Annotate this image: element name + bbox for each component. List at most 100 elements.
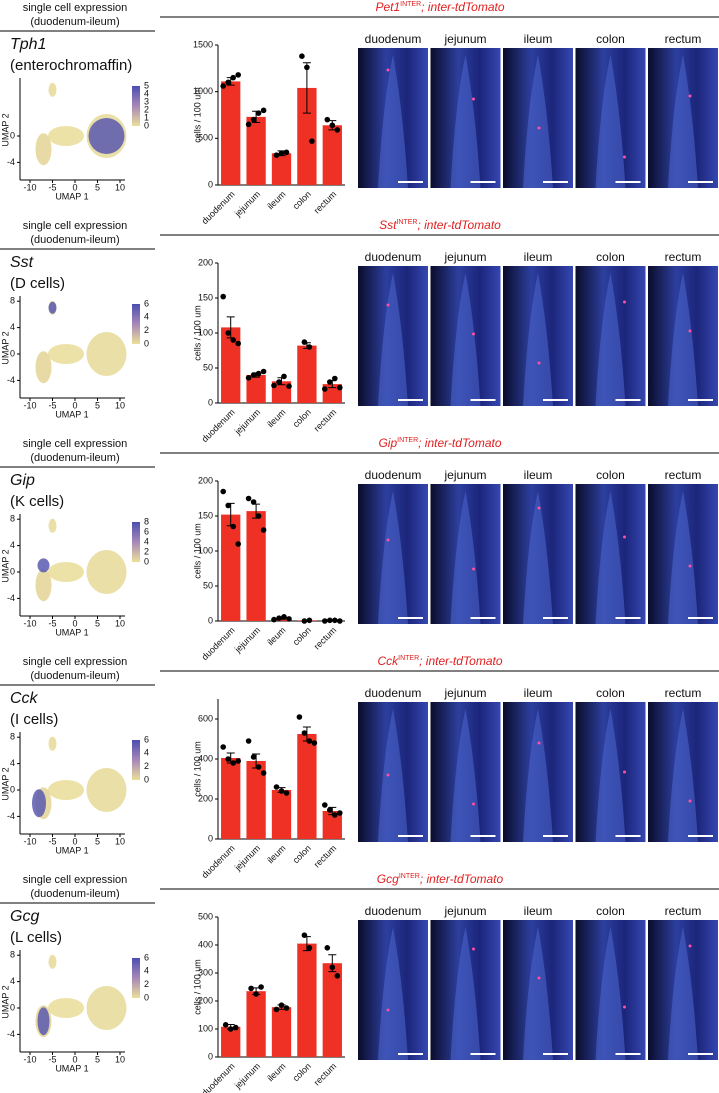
x-tick-label: rectum: [312, 625, 339, 652]
colorbar-tick-label: 4: [144, 748, 149, 758]
data-point: [301, 730, 308, 736]
data-point: [230, 74, 236, 81]
y-tick-label: 100: [198, 327, 213, 337]
umap-header: (duodenum-ileum): [30, 888, 119, 900]
umap-x-tick-label: 5: [95, 618, 100, 628]
x-tick-label: jejunum: [232, 843, 262, 873]
colorbar: [132, 740, 140, 780]
image-label: colon: [596, 32, 625, 46]
colorbar-tick-label: 4: [144, 88, 149, 98]
signal: [688, 799, 692, 803]
y-tick-label: 150: [198, 510, 213, 520]
umap-cluster: [48, 518, 57, 533]
umap-y-tick-label: 0: [10, 130, 15, 140]
colorbar-tick-label: 8: [144, 516, 149, 526]
title-sup: INTER: [396, 219, 417, 226]
umap-x-tick-label: 0: [72, 618, 77, 628]
data-point: [281, 373, 287, 380]
x-tick-label: rectum: [312, 407, 339, 434]
colorbar-tick-label: 6: [144, 298, 149, 308]
umap-x-label: UMAP 1: [55, 845, 88, 855]
umap-cluster: [48, 736, 57, 751]
panel-title: GcgINTER; inter-tdTomato: [377, 872, 504, 886]
data-point: [260, 368, 267, 375]
signal: [688, 944, 692, 948]
colorbar: [132, 304, 140, 344]
data-point: [278, 150, 285, 157]
umap-y-tick-label: -4: [7, 157, 15, 167]
bar-chart: 0 500 1000 1500 cells / 100 um duodenumjejunu…: [192, 39, 345, 226]
data-point: [273, 152, 280, 158]
umap-cluster: [86, 332, 127, 376]
umap-x-label: UMAP 1: [55, 191, 88, 201]
umap-y-tick-label: 4: [10, 540, 15, 550]
data-point: [306, 738, 313, 744]
data-point: [301, 932, 308, 938]
row: single cell expression (duodenum-ileum) Gi…: [0, 436, 719, 637]
y-tick-label: 100: [198, 1023, 213, 1033]
tissue-fold: [668, 55, 698, 188]
data-point: [327, 379, 333, 385]
data-point: [276, 379, 282, 385]
signal: [472, 947, 475, 951]
data-point: [255, 110, 262, 116]
data-point: [283, 1005, 290, 1011]
tissue-fold: [378, 709, 408, 842]
data-point: [273, 1006, 280, 1013]
image-label: rectum: [665, 468, 702, 482]
x-tick-label: jejunum: [232, 189, 262, 219]
data-point: [286, 383, 292, 390]
umap-x-tick-label: 0: [72, 836, 77, 846]
image-label: ileum: [524, 686, 553, 700]
data-point: [248, 985, 254, 992]
y-axis-label: cells / 100 um: [192, 305, 202, 361]
data-point: [329, 964, 336, 971]
title-gene: Gip: [378, 436, 397, 450]
umap-cluster: [48, 954, 57, 969]
umap-header: (duodenum-ileum): [30, 16, 119, 28]
panel-title: CckINTER; inter-tdTomato: [377, 654, 502, 668]
cell-type: (L cells): [10, 929, 62, 946]
y-tick-label: 200: [198, 475, 213, 485]
title-gene: Pet1: [375, 0, 400, 14]
tissue-fold: [595, 927, 626, 1060]
signal: [537, 506, 541, 510]
data-point: [332, 617, 338, 624]
tissue-fold: [378, 491, 408, 624]
bar: [221, 81, 241, 185]
signal: [537, 126, 541, 130]
signal: [472, 567, 475, 571]
umap-cluster: [86, 986, 127, 1030]
y-tick-label: 200: [198, 995, 213, 1005]
data-point: [327, 807, 333, 813]
x-tick-label: rectum: [312, 843, 339, 870]
umap-header: single cell expression: [23, 874, 128, 886]
data-point: [329, 122, 336, 129]
title-sup: INTER: [397, 437, 418, 444]
signal: [472, 802, 475, 806]
bar-chart: 0 50 100 150 200 cells / 100 um duodenumjejunu…: [192, 257, 345, 444]
tissue-fold: [523, 927, 553, 1060]
image-label: jejunum: [443, 250, 486, 264]
title-sup: INTER: [399, 873, 420, 880]
umap-y-label: UMAP 2: [0, 549, 10, 582]
umap-x-tick-label: 5: [95, 836, 100, 846]
tissue-fold: [450, 273, 481, 406]
signal: [386, 1008, 390, 1012]
umap-y-tick-label: 0: [10, 566, 15, 576]
colorbar-tick-label: 6: [144, 952, 149, 962]
umap-x-tick-label: 10: [115, 182, 125, 192]
x-tick-label: ileum: [265, 189, 287, 211]
tissue-fold: [668, 491, 698, 624]
data-point: [271, 382, 277, 389]
umap-y-tick-label: -4: [7, 811, 15, 821]
image-label: rectum: [665, 686, 702, 700]
data-point: [322, 802, 328, 808]
data-point: [225, 756, 231, 762]
image-label: colon: [596, 686, 625, 700]
row: single cell expression (duodenum-ileum) Cc…: [0, 654, 719, 855]
signal: [623, 535, 626, 539]
umap-x-tick-label: 10: [115, 618, 125, 628]
